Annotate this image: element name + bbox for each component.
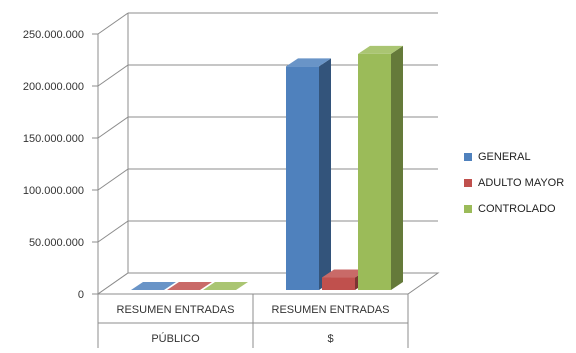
legend-label-controlado: CONTROLADO [478, 203, 556, 215]
legend-item-general: GENERAL [464, 144, 574, 170]
bar-controlado-1-side [391, 46, 403, 290]
y-tick-label: 100.000.000 [23, 185, 84, 197]
legend-item-adulto-mayor: ADULTO MAYOR [464, 170, 574, 196]
legend-swatch-general [464, 153, 472, 161]
legend-item-controlado: CONTROLADO [464, 196, 574, 222]
y-tick-label: 150.000.000 [23, 133, 84, 145]
y-tick-label: 50.000.000 [29, 237, 84, 249]
legend: GENERAL ADULTO MAYOR CONTROLADO [464, 144, 574, 222]
gridline-side-5 [98, 13, 128, 34]
gridline-side-1 [98, 221, 128, 242]
bar-general-1-side [319, 58, 331, 290]
y-tick-label: 0 [78, 289, 84, 301]
category-label-line1: RESUMEN ENTRADAS [272, 304, 390, 316]
bar-controlado-1 [358, 54, 391, 290]
legend-label-general: GENERAL [478, 151, 531, 163]
category-label-line2: $ [327, 333, 333, 345]
category-label-line1: RESUMEN ENTRADAS [117, 304, 235, 316]
category-label-line2: PÚBLICO [151, 332, 200, 345]
bar-general-1 [286, 66, 319, 290]
y-tick-label: 200.000.000 [23, 81, 84, 93]
legend-swatch-controlado [464, 205, 472, 213]
legend-swatch-adulto-mayor [464, 179, 472, 187]
y-tick-label: 250.000.000 [23, 29, 84, 41]
legend-label-adulto-mayor: ADULTO MAYOR [478, 177, 564, 189]
bar-adulto-mayor-1 [322, 278, 355, 290]
gridline-side-2 [98, 169, 128, 190]
gridline-side-4 [98, 65, 128, 86]
gridline-side-3 [98, 117, 128, 138]
